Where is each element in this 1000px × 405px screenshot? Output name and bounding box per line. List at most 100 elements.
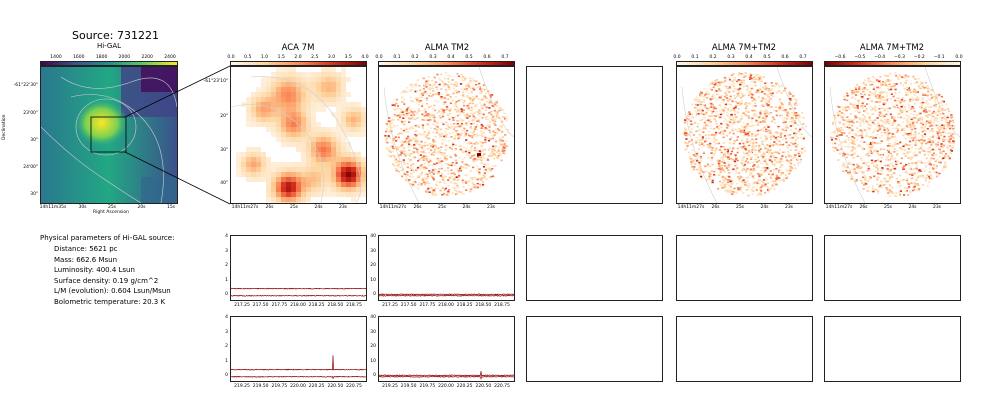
tm2-pixel <box>491 94 494 96</box>
combo-pixel <box>702 101 705 103</box>
combo-pixel <box>733 140 736 142</box>
tm2-pixel <box>494 103 497 106</box>
combo-pixel <box>690 158 693 160</box>
combo-neg-pixel <box>951 116 954 118</box>
aca-pixel <box>331 147 336 152</box>
combo-neg-pixel <box>882 103 885 106</box>
combo-pixel <box>782 143 785 146</box>
combo-pixel <box>800 151 803 154</box>
combo-neg-pixel <box>877 97 880 100</box>
combo-neg-pixel <box>881 83 885 86</box>
tm2-pixel <box>416 100 419 102</box>
tm2-contour <box>383 86 420 203</box>
combo-pixel <box>782 109 785 112</box>
combo-pixel <box>743 103 747 105</box>
spectrum-ytick: 3 <box>225 329 228 335</box>
combo-pixel <box>784 110 787 113</box>
combo-neg-pixel <box>883 109 886 112</box>
tm2-pixel <box>418 97 421 99</box>
combo-pixel <box>803 136 806 139</box>
tm2-pixel <box>499 143 502 145</box>
aca-pixel <box>326 142 331 147</box>
aca-colorbar <box>230 61 367 66</box>
spectrum-xtick: 218.75 <box>346 303 362 308</box>
aca-colorbar-tick: 3.0 <box>327 55 336 60</box>
aca-pixel <box>276 107 281 112</box>
combo-neg-pixel <box>927 103 930 105</box>
combo-pixel <box>797 164 800 167</box>
combo-neg-pixel <box>852 93 855 95</box>
combo-pixel <box>795 103 798 106</box>
tm2-pixel <box>427 119 430 121</box>
aca-pixel <box>361 162 366 167</box>
aca-pixel <box>326 77 331 82</box>
combo-neg-pixel <box>946 140 949 142</box>
combo-pixel <box>788 168 792 170</box>
combo-pixel <box>729 98 732 101</box>
combo-neg-pixel <box>924 123 927 126</box>
combo-neg-pixel <box>951 119 954 122</box>
aca-pixel <box>326 92 331 97</box>
combo-pixel <box>780 91 783 94</box>
combo-pixel <box>729 184 732 186</box>
tm2-pixel <box>478 171 481 173</box>
combo-pixel <box>783 178 786 180</box>
combo-neg-pixel <box>919 87 922 90</box>
combo-neg-pixel <box>943 163 946 165</box>
tm2-pixel <box>413 118 416 120</box>
combo-pixel <box>738 91 741 94</box>
tm2-pixel <box>441 154 444 156</box>
combo-neg-pixel <box>908 186 911 188</box>
tm2-pixel <box>483 177 486 179</box>
combo-pixel <box>770 82 773 84</box>
combo-pixel <box>751 117 754 120</box>
combo-neg-pixel <box>952 137 955 140</box>
tm2-pixel <box>424 85 427 87</box>
combo-pixel <box>743 126 746 129</box>
aca-pixel <box>311 117 316 122</box>
tm2-pixel <box>409 139 412 141</box>
combo-neg-pixel <box>853 170 856 173</box>
combo-neg-pixel <box>928 121 931 124</box>
combo-pixel <box>705 97 709 99</box>
combo-neg-pixel <box>913 172 916 175</box>
aca-ytick: 30" <box>220 148 228 153</box>
tm2-pixel <box>444 97 447 99</box>
tm2-pixel <box>412 111 415 113</box>
combo-neg-pixel <box>872 130 875 133</box>
tm2-pixel <box>473 130 476 133</box>
tm2-pixel <box>482 157 485 159</box>
combo-pixel <box>684 141 687 143</box>
tm2-pixel <box>452 119 455 121</box>
combo-pixel <box>760 190 763 193</box>
aca-pixel <box>276 112 281 117</box>
aca-pixel <box>286 197 291 202</box>
combo-pixel <box>724 118 727 120</box>
tm2-pixel <box>420 165 423 168</box>
combo-pixel <box>752 139 755 142</box>
tm2-pixel <box>407 106 410 109</box>
combo-neg-pixel <box>886 145 889 147</box>
combo-pixel <box>750 87 753 90</box>
combo-pixel <box>730 157 733 160</box>
tm2-pixel <box>416 168 419 170</box>
tm2-pixel <box>443 134 446 137</box>
combo-neg-pixel <box>833 150 836 152</box>
combo-pixel <box>704 94 707 96</box>
tm2-pixel <box>452 132 455 134</box>
combo-neg-pixel <box>911 172 914 175</box>
spectrum-tm2-row2-series-2 <box>378 375 515 381</box>
tm2-pixel <box>472 121 475 124</box>
combo-neg-pixel <box>838 110 841 113</box>
combo-pixel <box>765 103 768 105</box>
combo-pixel <box>765 109 768 112</box>
combo-neg-pixel <box>864 178 867 180</box>
combo-pixel <box>726 127 729 129</box>
combo-pixel <box>729 118 733 121</box>
combo-neg-pixel <box>923 150 926 152</box>
combo-pixel <box>749 76 752 78</box>
combo-pixel <box>739 130 742 132</box>
tm2-pixel <box>401 133 404 135</box>
combo-neg-xtick: 23s <box>932 205 942 210</box>
combo-pixel <box>745 168 748 171</box>
